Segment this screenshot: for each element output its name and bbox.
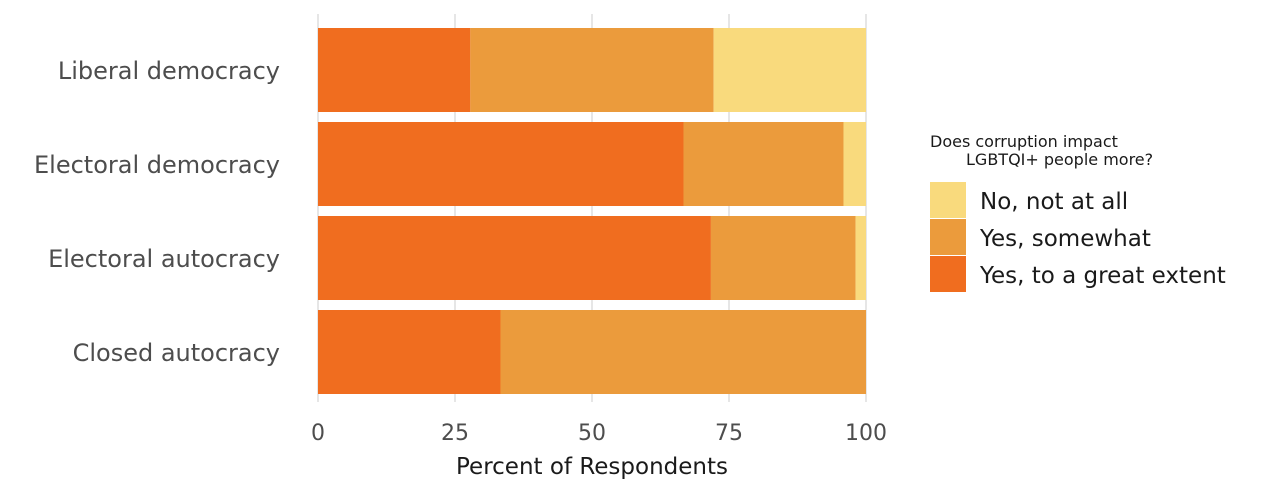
legend-items: No, not at all Yes, somewhat Yes, to a gre… (930, 182, 1226, 292)
x-tick-label-75: 75 (715, 421, 743, 446)
x-tick-label-0: 0 (311, 421, 325, 446)
legend-title-line-1: Does corruption impact (930, 132, 1118, 151)
legend-swatch-yes-somewhat (930, 219, 966, 255)
bar-electoral-autocracy-yes-somewhat (710, 216, 856, 300)
legend: Does corruption impact LGBTQI+ people mo… (930, 132, 1226, 292)
legend-swatch-no-not-at-all (930, 182, 966, 218)
bar-liberal-democracy-yes-to-a-great-extent (318, 28, 471, 112)
bar-electoral-autocracy-no-not-at-all (855, 216, 866, 300)
legend-label-yes-somewhat: Yes, somewhat (979, 226, 1151, 252)
category-label-electoral-democracy: Electoral democracy (34, 151, 280, 179)
x-tick-labels: 0 25 50 75 100 (311, 421, 887, 446)
bar-electoral-autocracy-yes-to-a-great-extent (318, 216, 711, 300)
legend-title-line-2: LGBTQI+ people more? (966, 150, 1153, 169)
category-label-electoral-autocracy: Electoral autocracy (48, 245, 280, 273)
bar-electoral-democracy-yes-somewhat (683, 122, 844, 206)
legend-label-no-not-at-all: No, not at all (980, 189, 1128, 215)
x-axis-title: Percent of Respondents (456, 454, 728, 479)
legend-swatch-yes-to-a-great-extent (930, 256, 966, 292)
x-tick-label-100: 100 (845, 421, 887, 446)
category-labels: Liberal democracy Electoral democracy Elec… (34, 57, 280, 367)
category-label-closed-autocracy: Closed autocracy (73, 339, 280, 367)
bars (318, 28, 866, 394)
bar-closed-autocracy-yes-somewhat (500, 310, 866, 394)
bar-closed-autocracy-yes-to-a-great-extent (318, 310, 501, 394)
bar-electoral-democracy-no-not-at-all (843, 122, 866, 206)
bar-liberal-democracy-yes-somewhat (470, 28, 714, 112)
bar-liberal-democracy-no-not-at-all (713, 28, 866, 112)
category-label-liberal-democracy: Liberal democracy (58, 57, 280, 85)
x-tick-label-25: 25 (441, 421, 469, 446)
legend-label-yes-to-a-great-extent: Yes, to a great extent (979, 263, 1226, 289)
x-tick-label-50: 50 (578, 421, 606, 446)
bar-electoral-democracy-yes-to-a-great-extent (318, 122, 684, 206)
